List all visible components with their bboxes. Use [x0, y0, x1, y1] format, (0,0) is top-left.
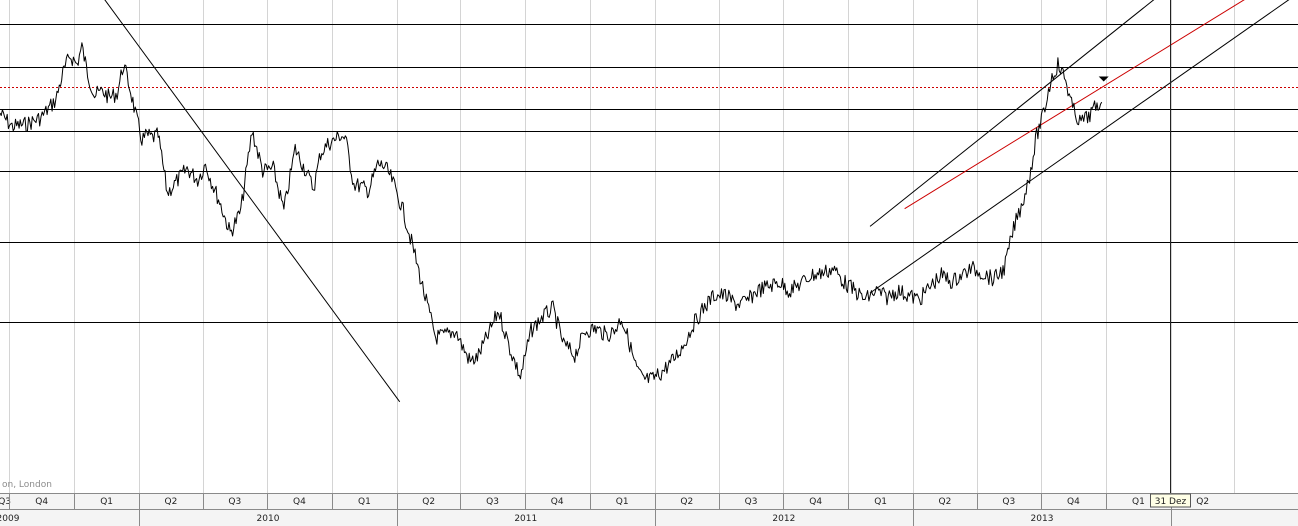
time-axis: Q3 Q4 Q1 Q2 Q3 Q4 Q1 Q2 Q3 Q4 Q1 Q2 Q3 Q4 Q1 Q2 Q3 Q4 Q1 Q2…	[0, 493, 1298, 526]
quarter-tick-label: Q2	[422, 497, 435, 507]
quarter-tick-label: Q2	[680, 497, 693, 507]
year-label: 2010	[257, 514, 280, 524]
source-label: on, London	[2, 480, 52, 490]
trendline	[104, 0, 401, 403]
trendline-red	[904, 0, 1245, 210]
quarter-tick-label: Q2	[1196, 497, 1209, 507]
cursor-date-box	[1150, 493, 1191, 508]
trendline	[869, 0, 1155, 227]
price-series-line	[0, 42, 1103, 384]
year-label: 2013	[1031, 514, 1054, 524]
quarter-tick-label: Q3	[745, 497, 758, 507]
quarter-tick-label: Q3	[486, 497, 499, 507]
quarter-tick-label: Q3	[1002, 497, 1015, 507]
quarter-tick-label: Q1	[616, 497, 629, 507]
quarter-tick-label: Q1	[100, 497, 113, 507]
cursor-date-label: 31 Dez	[1155, 497, 1187, 507]
quarter-tick-label: Q4	[551, 497, 564, 507]
series-line	[0, 42, 1103, 384]
quarter-tick-label: Q4	[293, 497, 306, 507]
quarter-tick-label: Q3	[0, 497, 11, 507]
trendlines	[104, 0, 1290, 403]
vertical-gridlines	[9, 0, 1235, 493]
quarter-tick-label: Q2	[164, 497, 177, 507]
horizontal-levels	[0, 24, 1298, 323]
quarter-tick-label: Q3	[228, 497, 241, 507]
last-price-triangle	[1098, 76, 1109, 82]
quarter-tick-label: Q2	[938, 497, 951, 507]
quarter-tick-label: Q4	[809, 497, 822, 507]
quarter-tick-label: Q4	[35, 497, 48, 507]
quarter-tick-label: Q1	[358, 497, 371, 507]
year-label: 2011	[514, 514, 537, 524]
quarter-tick-label: Q4	[1067, 497, 1080, 507]
quarter-tick-label: Q1	[874, 497, 887, 507]
trendline	[869, 0, 1290, 294]
year-label: 2012	[772, 514, 795, 524]
quarter-tick-label: Q1	[1132, 497, 1145, 507]
last-price-marker	[1098, 76, 1109, 82]
